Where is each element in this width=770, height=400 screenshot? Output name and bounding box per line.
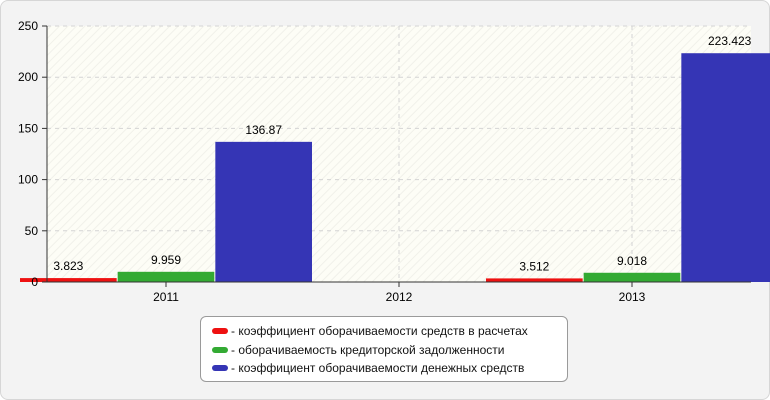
legend-label: - коэффициент оборачиваемости денежных с… bbox=[231, 361, 525, 376]
data-label: 136.87 bbox=[245, 123, 282, 137]
bar bbox=[117, 271, 215, 282]
x-tick-label: 2011 bbox=[153, 290, 179, 304]
legend-swatch bbox=[212, 328, 228, 335]
y-tick-label: 150 bbox=[18, 121, 38, 135]
bar bbox=[486, 278, 583, 282]
bar bbox=[215, 141, 312, 282]
bar bbox=[583, 272, 681, 282]
y-tick-label: 50 bbox=[25, 224, 39, 238]
y-tick-label: 100 bbox=[18, 173, 38, 187]
legend-item-payables-turnover: - оборачиваемость кредиторской задолженн… bbox=[212, 341, 567, 360]
legend: - коэффициент оборачиваемости средств в … bbox=[200, 316, 568, 382]
data-label: 3.512 bbox=[519, 259, 549, 273]
y-tick-label: 250 bbox=[18, 19, 38, 33]
x-tick-label: 2013 bbox=[619, 290, 646, 304]
y-tick-label: 0 bbox=[31, 275, 38, 289]
bar bbox=[681, 53, 770, 283]
legend-item-settlements-turnover: - коэффициент оборачиваемости средств в … bbox=[212, 322, 567, 341]
bar bbox=[20, 278, 117, 282]
bar-chart: 0 50 100 150 200 250 2011 3.823 9.959 136.87 2012 2… bbox=[18, 19, 770, 304]
legend-label: - коэффициент оборачиваемости средств в … bbox=[231, 324, 528, 339]
data-label: 9.959 bbox=[151, 253, 181, 267]
data-label: 223.423 bbox=[708, 34, 752, 48]
data-label: 3.823 bbox=[53, 259, 83, 273]
legend-label: - оборачиваемость кредиторской задолженн… bbox=[231, 342, 505, 357]
x-tick-label: 2012 bbox=[386, 290, 413, 304]
legend-swatch bbox=[212, 365, 228, 372]
legend-swatch bbox=[212, 346, 228, 353]
data-label: 9.018 bbox=[617, 254, 647, 268]
y-tick-label: 200 bbox=[18, 70, 38, 84]
legend-item-cash-turnover: - коэффициент оборачиваемости денежных с… bbox=[212, 359, 567, 378]
